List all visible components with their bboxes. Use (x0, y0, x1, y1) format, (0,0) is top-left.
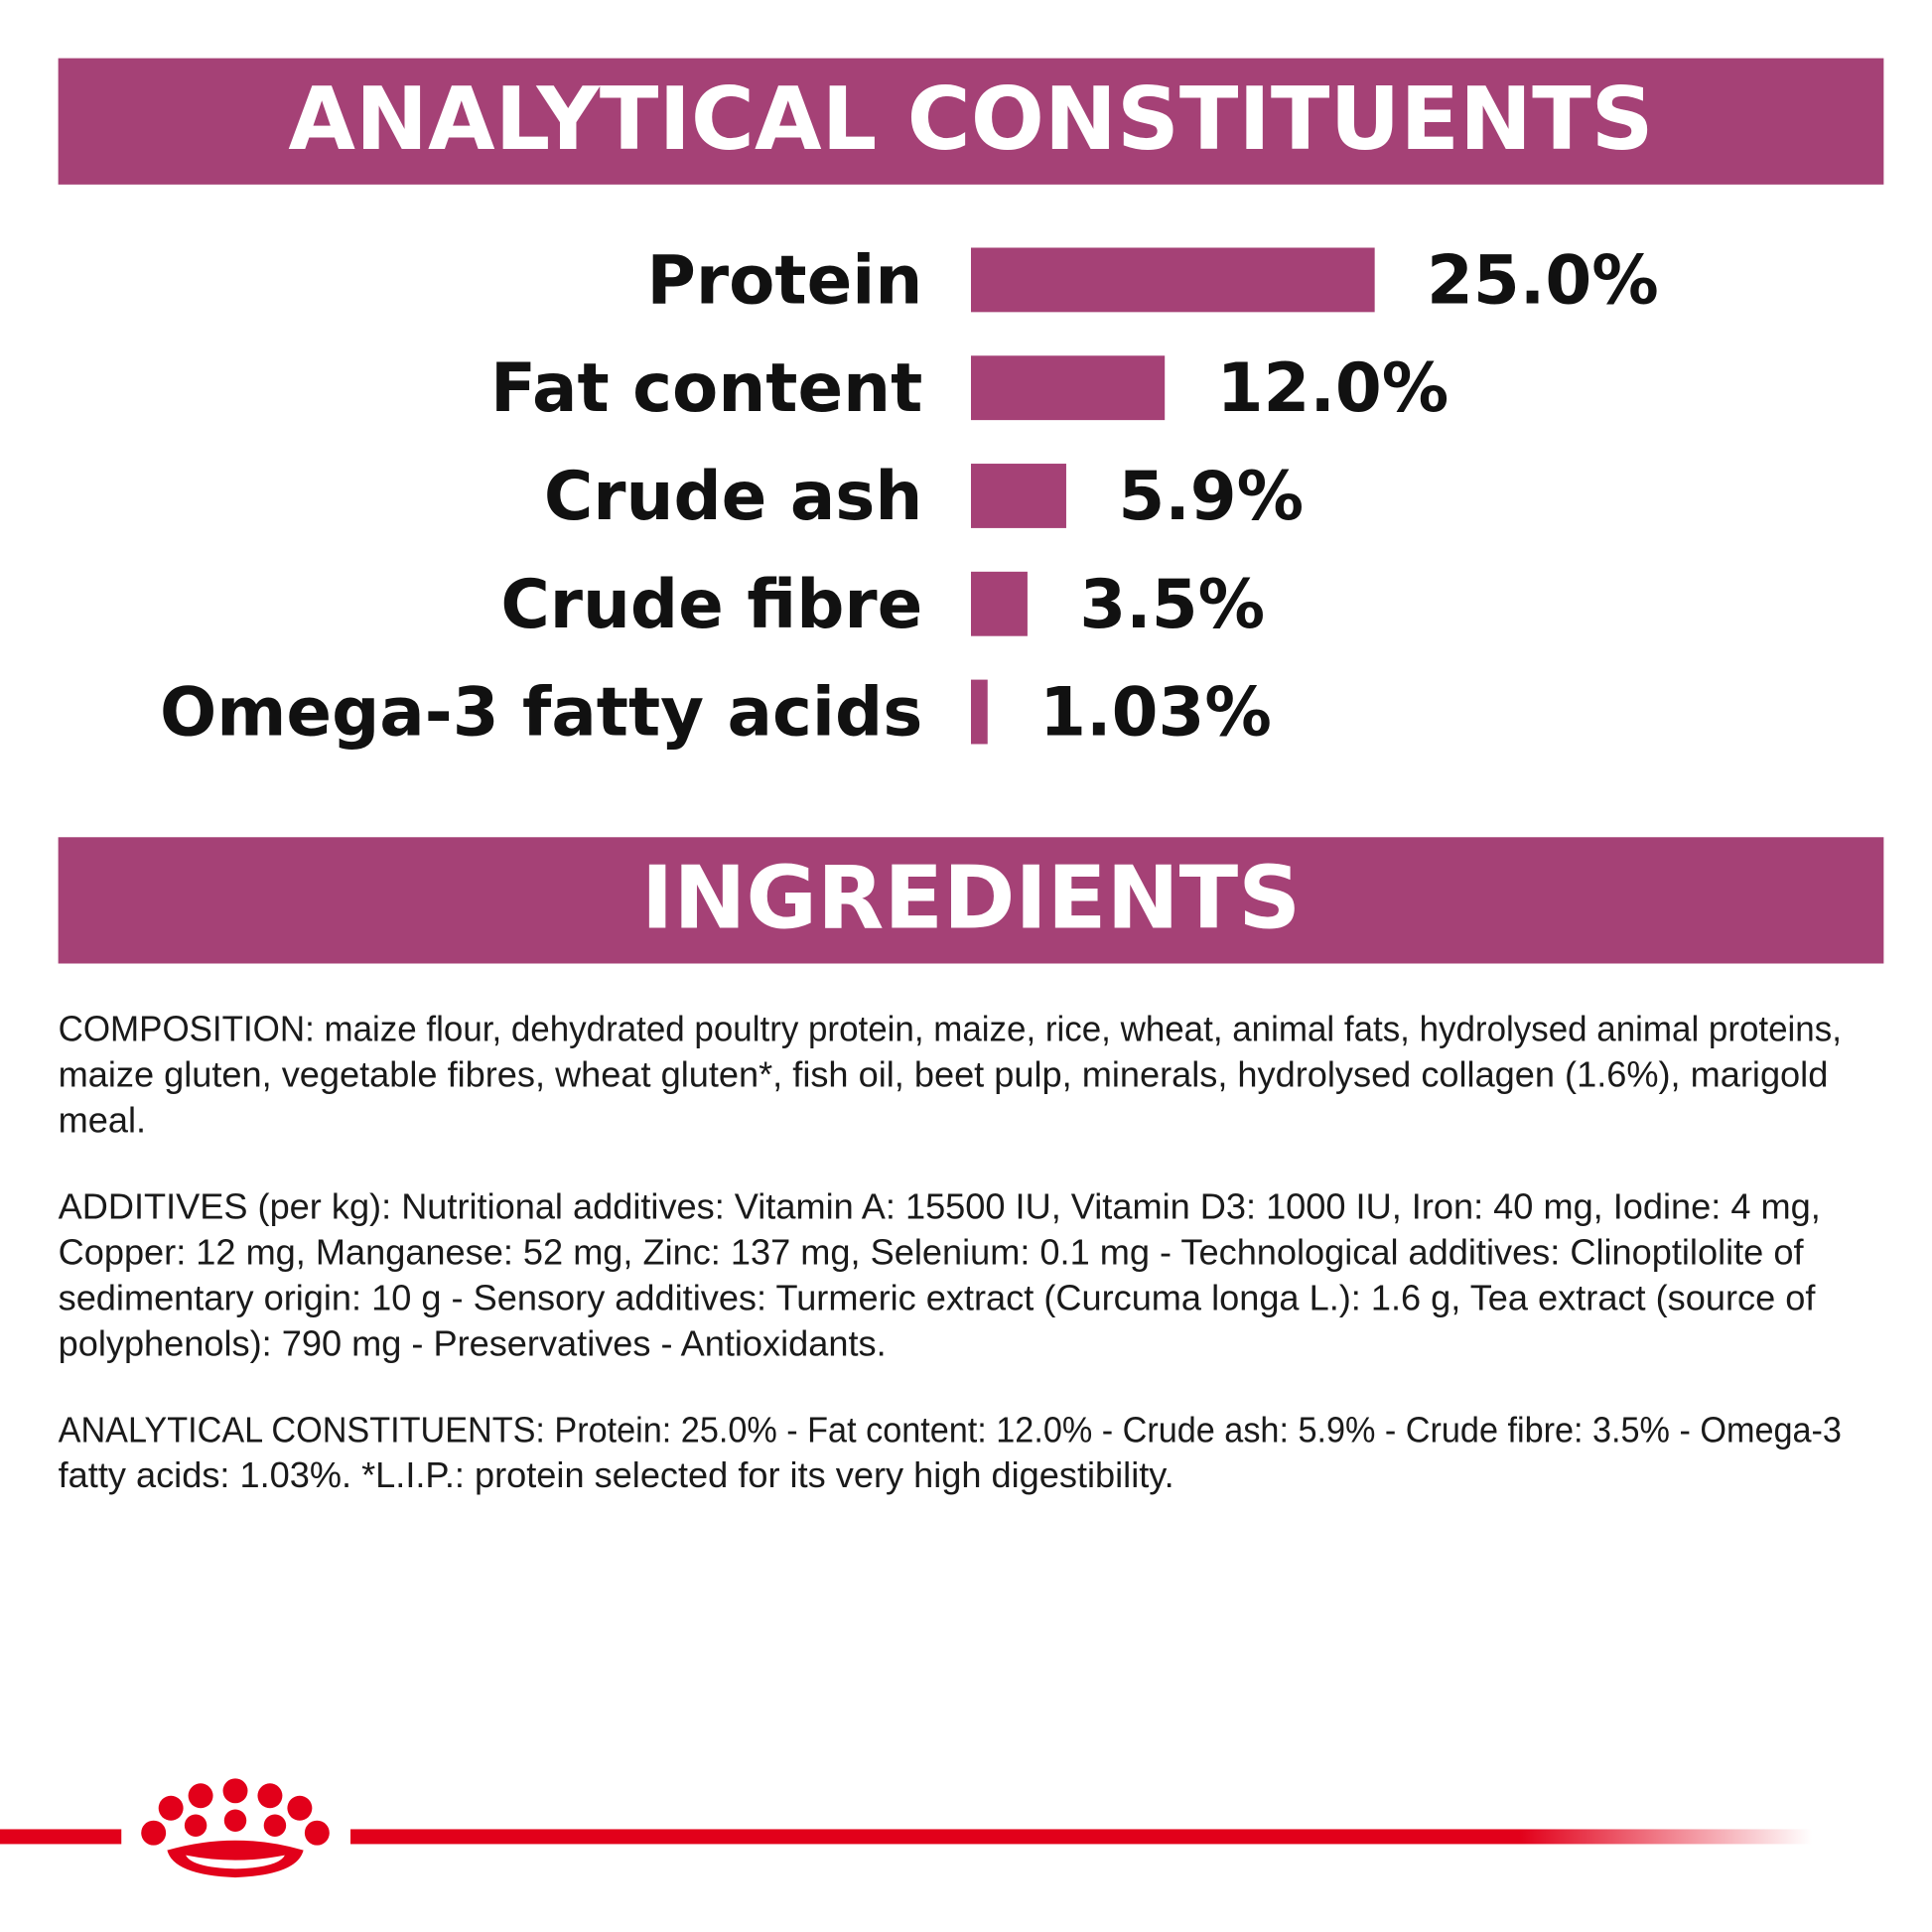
category-label: Fat content (490, 348, 922, 427)
rule-line (0, 1829, 122, 1845)
value-label: 3.5% (1079, 565, 1265, 643)
category-label: Crude ash (544, 457, 922, 535)
category-label: Protein (647, 240, 923, 319)
paragraph-line: ANALYTICAL CONSTITUENTS: Protein: 25.0% … (59, 1409, 1842, 1449)
paragraph-line: ADDITIVES (per kg): Nutritional additive… (59, 1186, 1821, 1227)
bar (970, 571, 1028, 636)
section-title: ANALYTICAL CONSTITUENTS (288, 69, 1653, 170)
paragraph-line: Copper: 12 mg, Manganese: 52 mg, Zinc: 1… (59, 1231, 1805, 1272)
brand-logo (0, 1778, 1812, 1878)
bar (970, 464, 1066, 528)
bar (970, 679, 988, 745)
header-band (58, 58, 1884, 185)
paragraph-line: meal. (59, 1099, 146, 1140)
value-label: 1.03% (1039, 673, 1272, 752)
value-label: 12.0% (1217, 348, 1449, 427)
bar (970, 355, 1166, 421)
value-label: 5.9% (1118, 457, 1304, 535)
paragraph-line: COMPOSITION: maize flour, dehydrated pou… (59, 1009, 1842, 1049)
paragraph-line: sedimentary origin: 10 g - Sensory addit… (59, 1277, 1817, 1317)
section-title: INGREDIENTS (641, 848, 1301, 949)
rule-line (350, 1829, 1812, 1845)
category-label: Omega-3 fatty acids (160, 673, 922, 752)
bar (970, 247, 1375, 313)
header-band (58, 837, 1884, 964)
paragraph-line: maize gluten, vegetable fibres, wheat gl… (59, 1054, 1829, 1095)
paragraph-line: polyphenols): 790 mg - Preservatives - A… (59, 1322, 887, 1363)
category-label: Crude fibre (500, 565, 922, 643)
value-label: 25.0% (1427, 240, 1659, 319)
paragraph-line: fatty acids: 1.03%. *L.I.P.: protein sel… (59, 1454, 1174, 1495)
